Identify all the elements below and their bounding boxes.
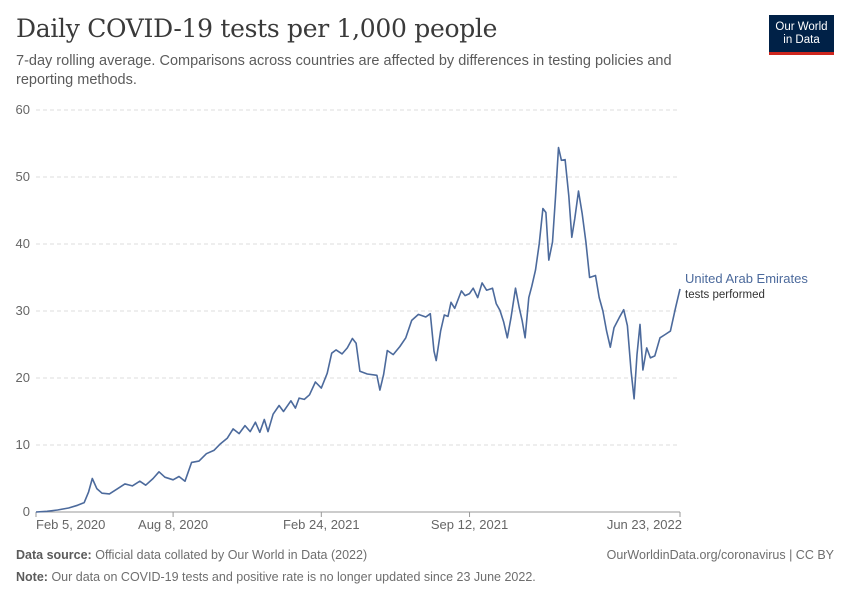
chart-subtitle: 7-day rolling average. Comparisons acros… <box>16 53 672 88</box>
series-line-uae <box>35 146 681 513</box>
x-tick-label: Sep 12, 2021 <box>431 517 508 532</box>
y-tick-label: 40 <box>16 236 30 251</box>
x-tick-label: Feb 5, 2020 <box>36 517 105 532</box>
logo-line-2: in Data <box>783 33 820 46</box>
y-tick-label: 50 <box>16 169 30 184</box>
y-tick-label: 20 <box>16 370 30 385</box>
chart-note: Note: Our data on COVID-19 tests and pos… <box>16 570 536 584</box>
credit-link[interactable]: OurWorldinData.org/coronavirus | CC BY <box>606 548 834 562</box>
data-source-label: Data source: <box>16 548 92 562</box>
y-tick-label: 10 <box>16 437 30 452</box>
note-text: Our data on COVID-19 tests and positive … <box>51 570 536 584</box>
y-tick-label: 0 <box>23 504 30 519</box>
data-source-text: Official data collated by Our World in D… <box>95 548 368 562</box>
series-sublabel-uae: tests performed <box>685 289 765 301</box>
y-tick-label: 30 <box>16 303 30 318</box>
logo-line-1: Our World <box>775 20 828 33</box>
series-label-uae: United Arab Emirates <box>685 271 808 286</box>
chart-title: Daily COVID-19 tests per 1,000 people <box>16 14 498 43</box>
x-tick-label: Aug 8, 2020 <box>138 517 208 532</box>
data-source: Data source: Official data collated by O… <box>16 548 367 562</box>
x-tick-label: Feb 24, 2021 <box>283 517 360 532</box>
line-chart: 0 10 20 30 40 50 60 Feb 5, 2020 Aug 8, 2020 Feb 2… <box>16 102 809 532</box>
note-label: Note: <box>16 570 48 584</box>
x-tick-label: Jun 23, 2022 <box>607 517 682 532</box>
y-tick-label: 60 <box>16 102 30 117</box>
owid-logo[interactable]: Our World in Data <box>769 15 834 55</box>
